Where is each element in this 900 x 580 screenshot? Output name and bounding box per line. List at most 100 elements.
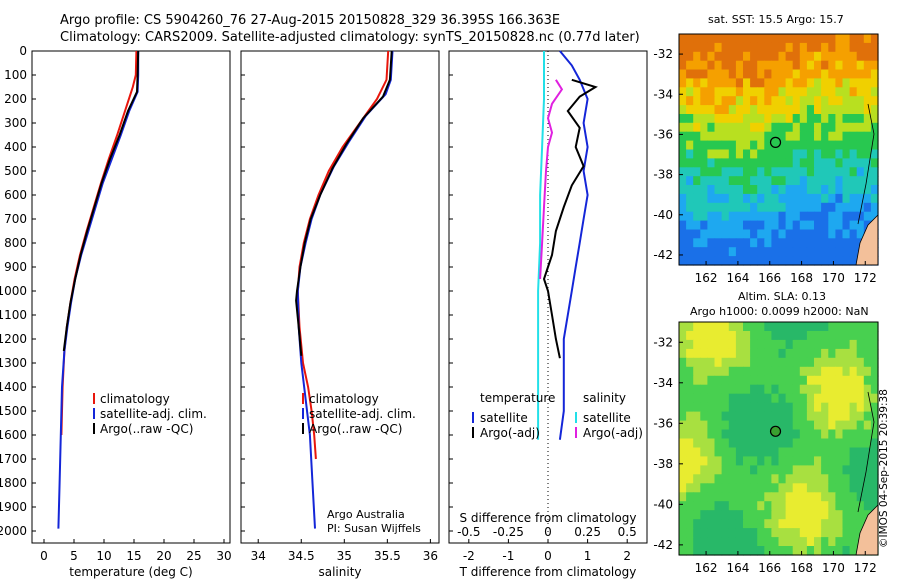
map-cell — [814, 322, 822, 332]
map-cell — [721, 122, 730, 133]
map-cell — [792, 384, 801, 395]
legend-label: Argo(..raw -QC) — [309, 422, 402, 436]
map-cell — [799, 519, 808, 529]
map-cell — [821, 149, 829, 159]
map-cell — [679, 193, 687, 204]
map-cell — [828, 229, 836, 239]
map-cell — [778, 140, 787, 151]
map-cell — [835, 158, 844, 168]
map-cell — [679, 42, 687, 53]
map-cell — [679, 96, 687, 106]
map-cell — [764, 411, 772, 422]
map-cell — [828, 322, 836, 332]
map-cell — [799, 167, 808, 177]
map-cell — [842, 447, 851, 458]
map-cell — [757, 357, 765, 368]
map-cell — [842, 411, 851, 422]
map-cell — [735, 375, 744, 386]
map-cell — [821, 193, 829, 204]
map-cell — [828, 510, 836, 520]
map-cell — [870, 420, 879, 431]
map-cell — [686, 375, 694, 386]
map-cell — [693, 322, 701, 332]
map-cell — [757, 474, 765, 484]
map-cell — [856, 60, 865, 71]
map-cell — [863, 438, 872, 449]
map-cell — [714, 122, 723, 133]
map-cell — [863, 105, 872, 115]
map-cell — [714, 131, 723, 142]
map-cell — [806, 96, 815, 106]
map-cell — [863, 375, 872, 386]
map-cell — [757, 34, 765, 44]
map-cell — [750, 140, 758, 151]
map-cell — [792, 357, 801, 368]
map-cell — [764, 339, 772, 350]
map-cell — [679, 429, 687, 440]
map-cell — [863, 51, 872, 62]
map-cell — [757, 87, 765, 97]
map-cell — [814, 185, 822, 195]
map-cell — [735, 51, 744, 62]
map-cell — [714, 474, 723, 484]
map-cell — [721, 220, 730, 231]
map-cell — [686, 114, 694, 124]
map-cell — [686, 357, 694, 368]
map-cell — [764, 501, 772, 511]
map-cell — [856, 348, 865, 359]
map-cell — [757, 420, 765, 431]
map-cell — [849, 87, 858, 97]
map-cell — [700, 238, 708, 248]
map-cell — [764, 375, 772, 386]
map-cell — [743, 501, 751, 511]
map-cell — [686, 185, 694, 195]
map-cell — [743, 247, 751, 257]
map-cell — [785, 528, 794, 538]
map-cell — [757, 528, 765, 538]
map-cell — [743, 202, 751, 213]
map-cell — [707, 447, 716, 458]
map-cell — [693, 122, 701, 133]
map-cell — [835, 149, 844, 159]
map-cell — [842, 114, 851, 124]
map-cell — [728, 447, 737, 458]
map-cell — [842, 492, 851, 502]
map-cell — [728, 465, 737, 475]
map-cell — [700, 122, 708, 133]
map-cell — [842, 510, 851, 520]
map-cell — [785, 339, 794, 350]
map-cell — [792, 158, 801, 168]
map-cell — [700, 501, 708, 511]
annotation-argo-australia: Argo Australia — [327, 508, 405, 521]
map-cell — [679, 438, 687, 449]
map-cell — [686, 519, 694, 529]
map-cell — [714, 322, 723, 332]
map-cell — [735, 176, 744, 186]
map-cell — [870, 140, 879, 151]
map-cell — [835, 519, 844, 529]
map-cell — [693, 366, 701, 377]
map-cell — [764, 348, 772, 359]
map-cell — [700, 96, 708, 106]
map-cell — [728, 537, 737, 547]
map-cell — [785, 510, 794, 520]
map-cell — [693, 546, 701, 556]
map-cell — [778, 220, 787, 231]
map-cell — [743, 456, 751, 466]
map-cell — [828, 331, 836, 341]
map-cell — [799, 34, 808, 44]
map-cell — [735, 105, 744, 115]
map-cell — [728, 366, 737, 377]
map-cell — [750, 34, 758, 44]
map-x-tick-label: 168 — [790, 271, 813, 285]
map-cell — [679, 69, 687, 79]
map-cell — [856, 492, 865, 502]
map-cell — [771, 42, 780, 53]
map-cell — [721, 510, 730, 520]
map-cell — [771, 510, 780, 520]
map-cell — [750, 131, 758, 142]
map-cell — [693, 447, 701, 458]
map-cell — [821, 492, 829, 502]
map-cell — [735, 229, 744, 239]
map-cell — [835, 474, 844, 484]
